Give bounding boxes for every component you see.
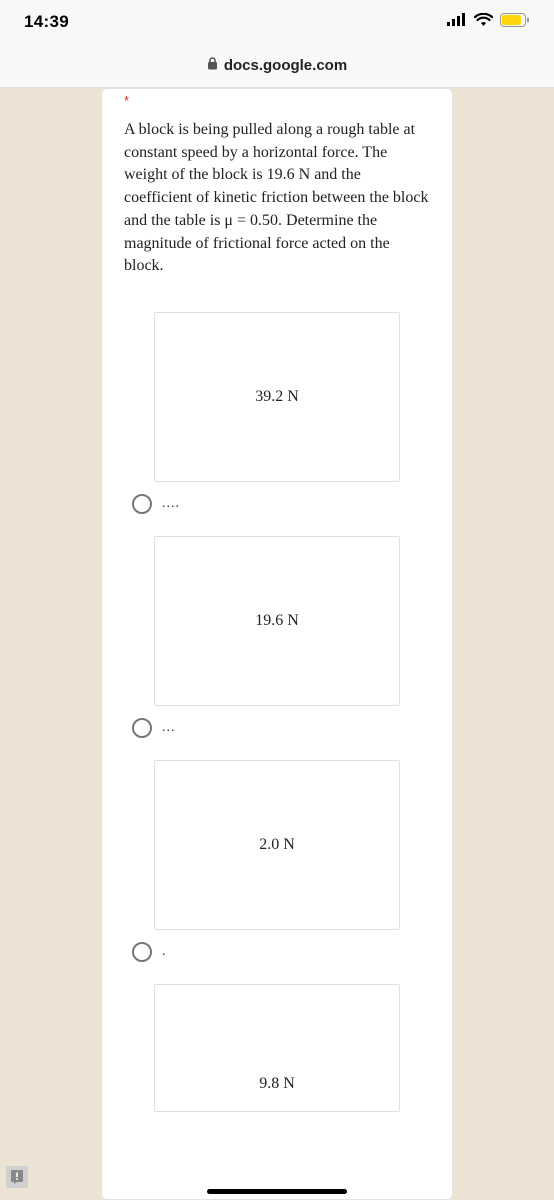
form-page-background: * A block is being pulled along a rough … [0, 88, 554, 1200]
radio-button[interactable] [132, 718, 152, 738]
option-radio-row[interactable]: . [124, 930, 430, 984]
cellular-icon [447, 13, 467, 31]
option-value-card: 9.8 N [154, 984, 400, 1112]
wifi-icon [474, 13, 493, 32]
options-container: 39.2 N .... 19.6 N ... 2.0 N . 9.8 N [124, 312, 430, 1112]
home-indicator[interactable] [207, 1189, 347, 1194]
url-bar[interactable]: docs.google.com [0, 44, 554, 88]
radio-button[interactable] [132, 942, 152, 962]
question-text: A block is being pulled along a rough ta… [124, 119, 430, 278]
battery-icon [500, 13, 530, 32]
option-value-card: 39.2 N [154, 312, 400, 482]
url-domain: docs.google.com [224, 57, 347, 74]
lock-icon [207, 57, 218, 74]
status-bar: 14:39 [0, 0, 554, 44]
option-value-card: 19.6 N [154, 536, 400, 706]
radio-button[interactable] [132, 494, 152, 514]
option-value-card: 2.0 N [154, 760, 400, 930]
option-radio-row[interactable]: .... [124, 482, 430, 536]
option-radio-row[interactable]: ... [124, 706, 430, 760]
status-time: 14:39 [24, 12, 69, 32]
report-problem-button[interactable] [6, 1166, 28, 1188]
radio-label: .... [162, 496, 180, 512]
exclamation-icon [10, 1170, 24, 1184]
radio-label: ... [162, 720, 176, 736]
status-right [447, 13, 530, 32]
radio-label: . [162, 944, 167, 960]
required-indicator: * [124, 93, 129, 108]
question-card: * A block is being pulled along a rough … [101, 88, 453, 1200]
